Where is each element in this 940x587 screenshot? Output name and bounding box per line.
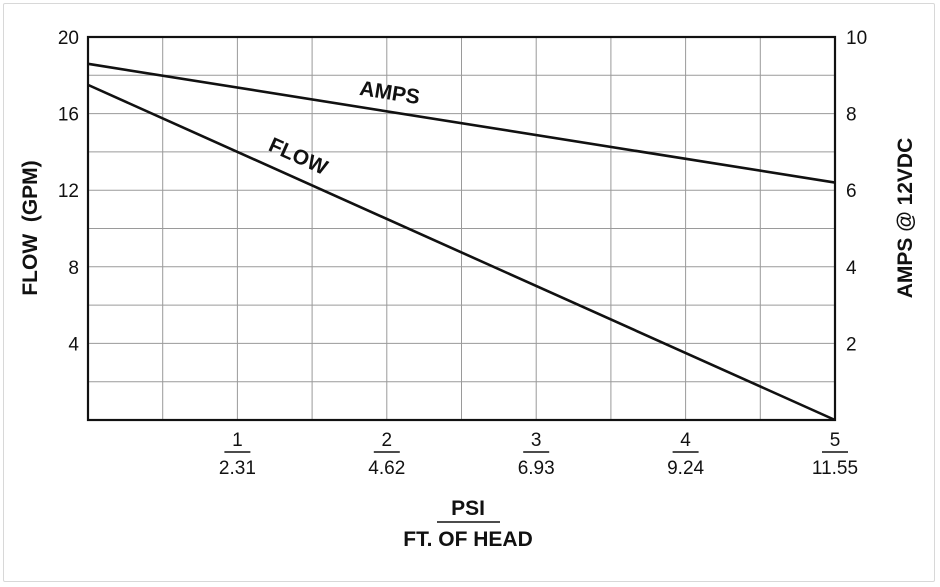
y-right-tick-label: 2 [846, 334, 857, 355]
series-line-flow [87, 83, 836, 422]
series-line-amps [87, 62, 836, 184]
y-left-tick-label: 12 [58, 181, 79, 202]
x-tick-label-psi: 5 [830, 430, 841, 451]
y-right-tick-label: 6 [846, 181, 857, 202]
grid [88, 37, 835, 420]
plot-border [86, 35, 837, 422]
x-tick-label-psi: 3 [531, 430, 542, 451]
series-label-flow: FLOW [265, 134, 331, 180]
x-tick-label-psi: 1 [232, 430, 243, 451]
y-right-tick-label: 10 [846, 28, 867, 49]
y-right-tick-label: 4 [846, 258, 857, 279]
x-tick-label-ft-head: 6.93 [518, 458, 555, 479]
x-tick-label-psi: 2 [382, 430, 393, 451]
x-tick-label-ft-head: 9.24 [667, 458, 704, 479]
y-right-tick-label: 8 [846, 105, 857, 126]
chart-frame [3, 3, 935, 582]
y-left-tick-label: 16 [58, 105, 79, 126]
x-tick-label-ft-head: 11.55 [812, 458, 858, 479]
y-left-axis-label: FLOW (GPM) [19, 160, 42, 295]
y-left-tick-label: 4 [68, 334, 79, 355]
tick-labels: 20 16 12 8 4 10 8 6 4 2 1 2.31 2 4.62 3 6.93 4 9.24 5 11.55 [58, 28, 867, 479]
x-tick-label-ft-head: 4.62 [368, 458, 405, 479]
x-tick-label-ft-head: 2.31 [219, 458, 256, 479]
y-left-tick-label: 8 [68, 258, 79, 279]
y-left-tick-label: 20 [58, 28, 79, 49]
x-axis-label-ft-head: FT. OF HEAD [403, 528, 533, 551]
x-tick-label-psi: 4 [680, 430, 691, 451]
x-axis-label-psi: PSI [451, 497, 485, 520]
series-label-amps: AMPS [358, 77, 422, 109]
y-right-axis-label: AMPS @ 12VDC [894, 138, 917, 299]
